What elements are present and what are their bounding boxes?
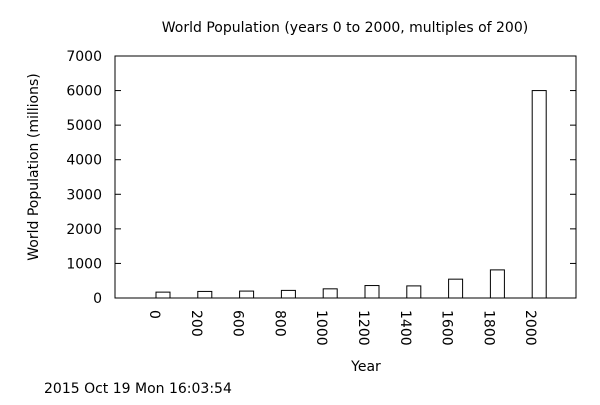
bar xyxy=(197,290,213,299)
x-tick-label: 1400 xyxy=(397,310,413,346)
bar xyxy=(280,289,296,299)
y-tick-label: 6000 xyxy=(66,84,102,100)
y-tick-label: 5000 xyxy=(66,118,102,134)
bars xyxy=(155,90,547,299)
y-tick-label: 7000 xyxy=(66,49,102,65)
bar xyxy=(155,291,171,299)
bar xyxy=(531,90,547,299)
bar xyxy=(489,269,505,299)
timestamp: 2015 Oct 19 Mon 16:03:54 xyxy=(44,381,232,397)
bar xyxy=(448,278,464,299)
x-axis-label: Year xyxy=(350,359,381,375)
bar xyxy=(364,285,380,299)
y-tick-label: 4000 xyxy=(66,153,102,169)
x-tick-label: 2000 xyxy=(522,310,538,346)
x-tick-label: 1200 xyxy=(355,310,371,346)
bar xyxy=(239,290,255,299)
bar xyxy=(406,285,422,299)
y-tick-label: 1000 xyxy=(66,256,102,272)
y-axis: 0 1000 2000 3000 4000 5000 6000 7000 xyxy=(66,49,576,307)
y-tick-label: 3000 xyxy=(66,187,102,203)
x-tick-label: 1000 xyxy=(313,310,329,346)
x-tick-label: 200 xyxy=(188,310,204,337)
y-axis-label: World Population (millions) xyxy=(26,73,42,260)
plot-area-frame xyxy=(114,55,577,299)
chart-title: World Population (years 0 to 2000, multi… xyxy=(162,20,528,36)
x-tick-label: 1800 xyxy=(480,310,496,346)
bar xyxy=(322,288,338,299)
x-tick-label: 600 xyxy=(230,310,246,337)
y-tick-label: 0 xyxy=(93,291,102,307)
x-tick-label: 1600 xyxy=(439,310,455,346)
x-axis: 0 200 600 800 1000 1200 1400 1600 1800 2000 xyxy=(146,310,538,346)
y-tick-label: 2000 xyxy=(66,222,102,238)
x-tick-label: 0 xyxy=(146,310,162,319)
x-tick-label: 800 xyxy=(271,310,287,337)
